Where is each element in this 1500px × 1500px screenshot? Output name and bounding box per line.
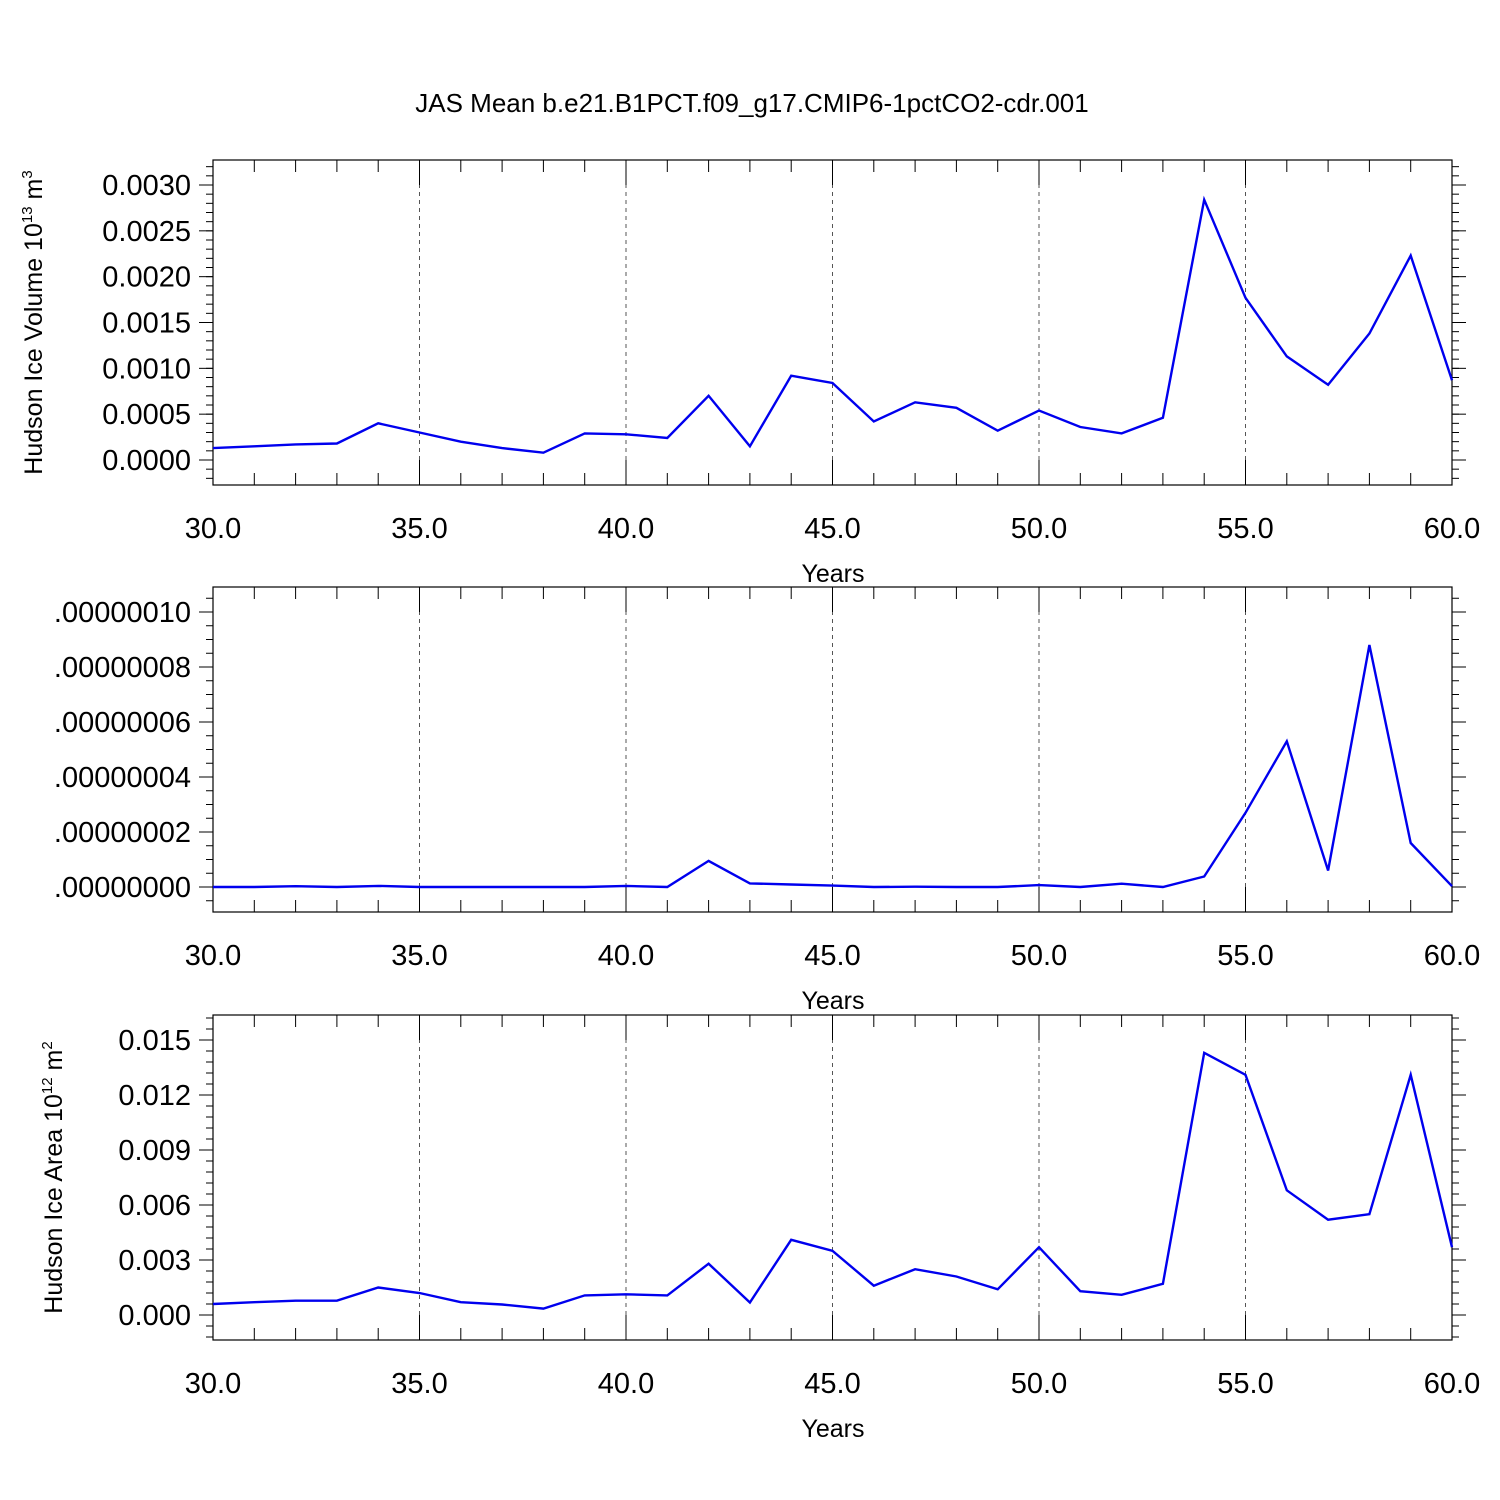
series-line: [213, 644, 1453, 889]
y-tick-label: 0.0020: [102, 262, 191, 294]
x-tick-label: 50.0: [1011, 513, 1067, 545]
y-tick-label: 0.0010: [102, 353, 191, 385]
x-tick-label: 45.0: [804, 513, 860, 545]
y-tick-label: .00000006: [54, 707, 191, 739]
y-tick-label: .00000000: [54, 872, 191, 904]
panel-3: 0.000 0.003 0.006 0.009 0.012 0.015 30.0 35.0 40…: [39, 1014, 1480, 1443]
y-tick-label: 0.0015: [102, 308, 191, 340]
y-axis-label-exponent: 12: [39, 1077, 56, 1094]
y-tick-label: .00000004: [54, 762, 191, 794]
x-tick-label: 45.0: [804, 940, 860, 972]
x-tick-label: 35.0: [391, 1368, 447, 1400]
panel-1: 0.0000 0.0005 0.0010 0.0015 0.0020 0.0025 0.00…: [19, 159, 1480, 588]
y-axis-label-exponent: 13: [19, 206, 36, 223]
x-tick-label: 35.0: [391, 940, 447, 972]
y-tick-label: 0.006: [118, 1190, 191, 1222]
x-tick-label: 40.0: [598, 513, 654, 545]
panel-2: .00000000 .00000002 .00000004 .00000006 .000…: [54, 586, 1480, 1015]
y-axis-label-exponent: 2: [39, 1041, 56, 1049]
y-tick-label: 0.012: [118, 1080, 191, 1112]
y-tick-label: 0.003: [118, 1245, 191, 1277]
x-tick-label: 60.0: [1424, 940, 1480, 972]
x-axis-label: Years: [801, 560, 864, 588]
y-axis-label: Hudson Ice Volume 1013 m3: [19, 170, 48, 474]
y-axis-label-part: m: [20, 179, 48, 207]
y-tick-label: 0.0025: [102, 216, 191, 248]
x-tick-label: 40.0: [598, 1368, 654, 1400]
y-tick-label: .00000010: [54, 597, 191, 629]
x-tick-label: 50.0: [1011, 1368, 1067, 1400]
y-tick-label: 0.009: [118, 1135, 191, 1167]
x-tick-label: 50.0: [1011, 940, 1067, 972]
x-tick-label: 40.0: [598, 940, 654, 972]
y-tick-label: .00000008: [54, 652, 191, 684]
x-tick-label: 30.0: [185, 1368, 241, 1400]
y-tick-label: 0.0005: [102, 399, 191, 431]
x-tick-label: 45.0: [804, 1368, 860, 1400]
x-tick-label: 60.0: [1424, 513, 1480, 545]
y-axis-label-exponent: 3: [19, 170, 36, 178]
y-tick-label: 0.0000: [102, 445, 191, 477]
y-axis-label-part: m: [40, 1050, 68, 1078]
y-axis-label: Hudson Ice Area 1012 m2: [39, 1041, 68, 1313]
x-tick-label: 55.0: [1217, 940, 1273, 972]
x-axis-label: Years: [801, 987, 864, 1015]
x-axis-label: Years: [801, 1415, 864, 1443]
x-tick-label: 60.0: [1424, 1368, 1480, 1400]
figure-title: JAS Mean b.e21.B1PCT.f09_g17.CMIP6-1pctC…: [415, 88, 1088, 118]
y-tick-label: 0.015: [118, 1025, 191, 1057]
x-tick-label: 30.0: [185, 940, 241, 972]
x-tick-label: 55.0: [1217, 513, 1273, 545]
y-axis-label-part: Hudson Ice Volume 10: [20, 223, 48, 475]
x-tick-label: 35.0: [391, 513, 447, 545]
y-tick-label: .00000002: [54, 817, 191, 849]
x-tick-label: 30.0: [185, 513, 241, 545]
y-tick-label: 0.0030: [102, 170, 191, 202]
x-tick-label: 55.0: [1217, 1368, 1273, 1400]
series-line: [212, 1050, 1454, 1310]
y-axis-label-part: Hudson Ice Area 10: [40, 1094, 68, 1314]
series-line: [212, 195, 1454, 454]
y-tick-label: 0.000: [118, 1300, 191, 1332]
